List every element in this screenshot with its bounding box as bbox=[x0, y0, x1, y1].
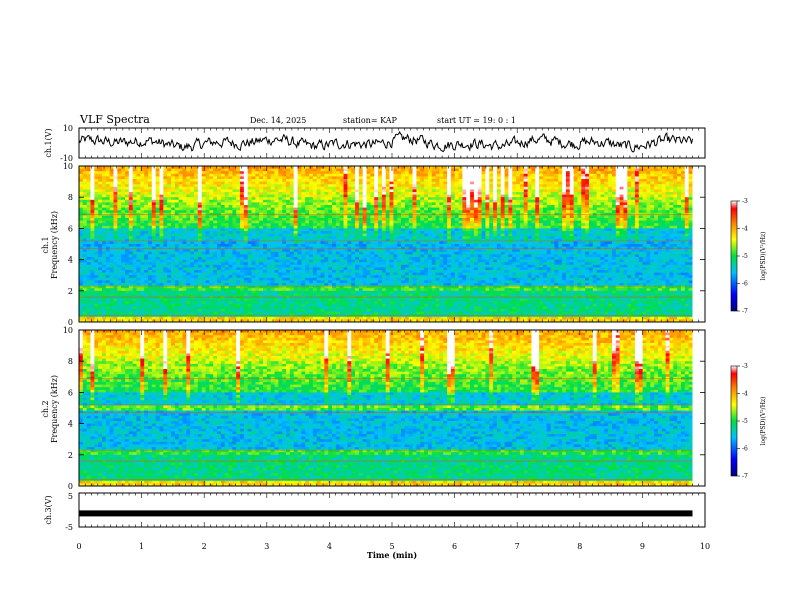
colorbar-tick: -3 bbox=[742, 363, 748, 370]
ch1-spectrogram-ytick: 2 bbox=[68, 287, 73, 296]
colorbar-tick: -6 bbox=[742, 446, 748, 453]
station-label: station= KAP bbox=[343, 116, 398, 125]
ch1-spectrogram-ytick: 10 bbox=[63, 162, 73, 171]
ch1-freq-label: Frequency (kHz) bbox=[50, 211, 59, 279]
colorbar-tick: -5 bbox=[742, 253, 748, 260]
ch1-spectrogram-ytick: 6 bbox=[68, 224, 73, 233]
time-axis-tick: 0 bbox=[76, 542, 81, 551]
ch3-ytick-bottom: -5 bbox=[65, 523, 73, 532]
ch2-spectrogram-ytick: 10 bbox=[63, 326, 73, 335]
ch3-signal-panel: 5 -5 ch.3(V) bbox=[44, 492, 706, 532]
ch1-ylabel: ch.1(V) bbox=[44, 128, 53, 157]
time-axis-tick: 9 bbox=[640, 542, 645, 551]
date-label: Dec. 14, 2025 bbox=[250, 116, 306, 125]
ch1-channel-label: ch.1 bbox=[41, 236, 50, 253]
time-axis-tick: 7 bbox=[515, 542, 520, 551]
start-time-label: start UT = 19: 0 : 1 bbox=[437, 116, 516, 125]
colorbar-tick: -6 bbox=[742, 281, 748, 288]
time-axis-tick: 3 bbox=[264, 542, 269, 551]
time-axis-tick: 8 bbox=[577, 542, 582, 551]
colorbar-tick: -4 bbox=[742, 226, 748, 233]
ch2-spectrogram-ytick: 4 bbox=[68, 420, 73, 429]
ch3-signal-trace bbox=[79, 510, 693, 517]
colorbar-tick: -5 bbox=[742, 418, 748, 425]
ch2-freq-label: Frequency (kHz) bbox=[50, 375, 59, 443]
ch1-waveform-panel: 10 -10 ch.1(V) bbox=[44, 124, 706, 163]
colorbar-tick: -7 bbox=[742, 473, 748, 480]
ch2-channel-label: ch.2 bbox=[41, 400, 50, 417]
ch2-colorbar: -3 -4 -5 -6 -7 log(PSD)(V²/Hz) bbox=[730, 363, 767, 480]
time-axis-tick: 1 bbox=[139, 542, 144, 551]
ch1-colorbar-label: log(PSD)(V²/Hz) bbox=[760, 232, 767, 281]
ch2-spectrogram-image bbox=[79, 330, 705, 487]
ch1-spectrogram-image bbox=[79, 166, 705, 323]
ch1-spectrogram-ytick: 4 bbox=[68, 256, 73, 265]
ch1-colorbar: -3 -4 -5 -6 -7 log(PSD)(V²/Hz) bbox=[730, 198, 767, 315]
ch2-spectrogram-ytick: 8 bbox=[68, 357, 73, 366]
ch2-spectrogram-ytick: 2 bbox=[68, 451, 73, 460]
time-axis-tick: 10 bbox=[700, 542, 710, 551]
ch1-ytick-bottom: -10 bbox=[60, 154, 73, 163]
ch2-spectrogram-ytick: 0 bbox=[68, 482, 73, 491]
time-axis-label: Time (min) bbox=[367, 550, 417, 560]
colorbar-tick: -4 bbox=[742, 391, 748, 398]
ch2-colorbar-label: log(PSD)(V²/Hz) bbox=[760, 397, 767, 446]
ch3-signal-frame bbox=[78, 492, 706, 528]
ch1-colorbar-gradient bbox=[730, 200, 738, 312]
colorbar-tick: -7 bbox=[742, 308, 748, 315]
colorbar-tick: -3 bbox=[742, 198, 748, 205]
ch1-spectrogram-ytick: 8 bbox=[68, 193, 73, 202]
figure-title: VLF Spectra bbox=[79, 113, 150, 126]
ch1-spectrogram-ytick: 0 bbox=[68, 318, 73, 327]
time-axis-tick: 4 bbox=[327, 542, 332, 551]
time-axis-tick: 5 bbox=[389, 542, 394, 551]
ch1-waveform-trace bbox=[78, 130, 693, 153]
time-axis-tick: 6 bbox=[452, 542, 457, 551]
ch1-ytick-top: 10 bbox=[63, 124, 73, 133]
ch1-spectrogram-panel: 0 2 4 6 8 10 ch.1 Frequency (kHz) bbox=[41, 162, 706, 327]
time-axis-tick: 2 bbox=[202, 542, 207, 551]
ch2-colorbar-gradient bbox=[730, 365, 738, 477]
ch3-ylabel: ch.3(V) bbox=[44, 495, 53, 524]
ch2-spectrogram-panel: 0 2 4 6 8 10 ch.2 Frequency (kHz) bbox=[41, 326, 706, 491]
ch3-ytick-top: 5 bbox=[68, 492, 73, 501]
time-axis: 0 1 2 3 4 5 6 7 8 9 10 bbox=[76, 128, 710, 551]
ch2-spectrogram-ytick: 6 bbox=[68, 388, 73, 397]
